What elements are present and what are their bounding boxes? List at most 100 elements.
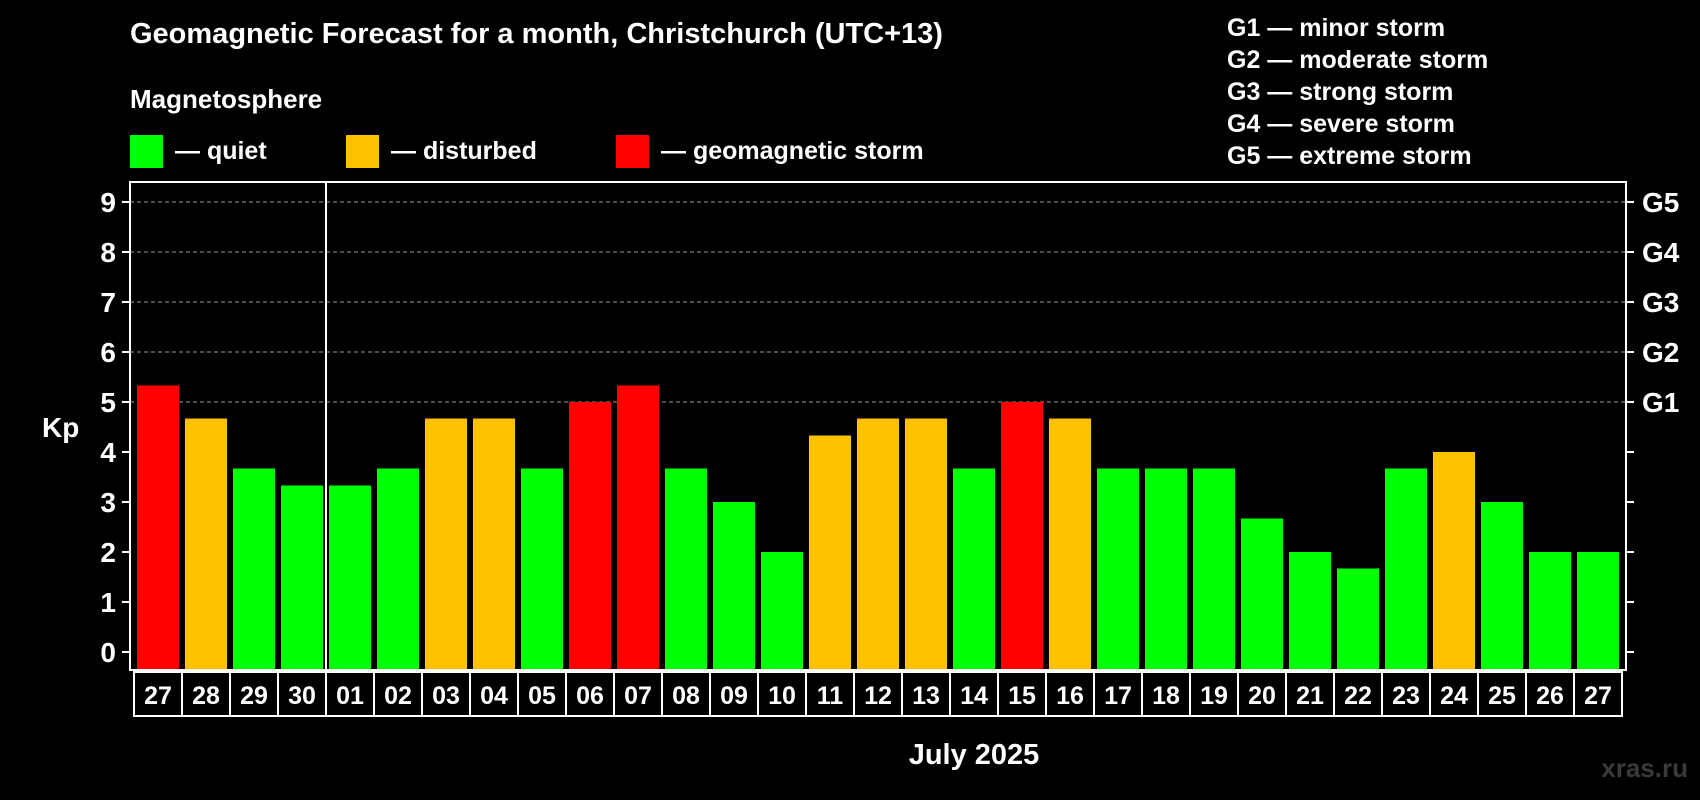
x-tick-label-27: 24 — [1440, 682, 1468, 710]
storm-scale-legend: G1 — minor storm G2 — moderate storm G3 … — [1227, 12, 1488, 172]
legend-subtitle: Magnetosphere — [130, 84, 323, 114]
x-tick-label-24: 21 — [1296, 682, 1324, 710]
bar-8 — [521, 468, 563, 670]
storm-scale-g5: G5 — extreme storm — [1227, 142, 1472, 170]
x-tick-label-28: 25 — [1488, 682, 1516, 710]
storm-scale-g1: G1 — minor storm — [1227, 14, 1446, 42]
y-axis-label: Kp — [42, 412, 79, 443]
bar-18 — [1001, 402, 1043, 670]
y-tick-label-0: 0 — [100, 637, 116, 668]
x-tick-label-4: 01 — [336, 682, 364, 710]
x-tick-label-7: 04 — [480, 682, 508, 710]
bar-2 — [233, 468, 275, 670]
bar-4 — [329, 485, 371, 670]
y-tick-label-1: 1 — [100, 587, 116, 618]
storm-scale-g3: G3 — strong storm — [1227, 78, 1454, 106]
bar-3 — [281, 485, 323, 670]
x-tick-label-17: 14 — [960, 682, 988, 710]
bar-9 — [569, 402, 611, 670]
x-tick-label-19: 16 — [1056, 682, 1084, 710]
bar-25 — [1337, 568, 1379, 670]
bar-6 — [425, 418, 467, 670]
storm-level-label-G1: G1 — [1642, 387, 1679, 418]
x-tick-label-6: 03 — [432, 682, 460, 710]
x-tick-label-11: 08 — [672, 682, 700, 710]
storm-level-label-G3: G3 — [1642, 287, 1679, 318]
x-tick-label-25: 22 — [1344, 682, 1372, 710]
y-tick-label-5: 5 — [100, 387, 116, 418]
x-tick-label-20: 17 — [1104, 682, 1132, 710]
legend-label-quiet: — quiet — [175, 136, 267, 165]
y-tick-label-3: 3 — [100, 487, 116, 518]
y-tick-label-4: 4 — [100, 437, 116, 468]
bar-24 — [1289, 552, 1331, 670]
legend-item-quiet: — quiet — [130, 134, 267, 168]
storm-scale-g2: G2 — moderate storm — [1227, 46, 1489, 74]
storm-level-label-G4: G4 — [1642, 237, 1680, 268]
x-tick-label-13: 10 — [768, 682, 796, 710]
x-label-frame — [133, 671, 1623, 717]
bar-19 — [1049, 418, 1091, 670]
x-tick-label-5: 02 — [384, 682, 412, 710]
x-tick-label-21: 18 — [1152, 682, 1180, 710]
x-tick-label-12: 09 — [720, 682, 748, 710]
x-tick-label-2: 29 — [240, 682, 268, 710]
bar-20 — [1097, 468, 1139, 670]
x-tick-label-9: 06 — [576, 682, 604, 710]
x-tick-label-14: 11 — [817, 682, 844, 710]
y-tick-label-9: 9 — [100, 187, 116, 218]
legend-swatch-quiet — [130, 134, 163, 168]
storm-level-label-G2: G2 — [1642, 337, 1679, 368]
bar-14 — [809, 435, 851, 670]
bar-30 — [1577, 552, 1619, 670]
bar-0 — [137, 385, 179, 670]
x-tick-label-29: 26 — [1536, 682, 1564, 710]
watermark: xras.ru — [1601, 753, 1688, 783]
bar-22 — [1193, 468, 1235, 670]
legend-label-storm: — geomagnetic storm — [661, 136, 924, 165]
bar-29 — [1529, 552, 1571, 670]
storm-scale-g4: G4 — severe storm — [1227, 110, 1455, 138]
bar-23 — [1241, 518, 1283, 670]
x-tick-label-22: 19 — [1200, 682, 1228, 710]
bar-1 — [185, 418, 227, 670]
x-tick-label-26: 23 — [1392, 682, 1420, 710]
bar-27 — [1433, 452, 1475, 670]
bar-13 — [761, 552, 803, 670]
bar-17 — [953, 468, 995, 670]
x-tick-label-1: 28 — [192, 682, 220, 710]
y-tick-label-7: 7 — [100, 287, 116, 318]
x-tick-label-8: 05 — [528, 682, 556, 710]
bar-21 — [1145, 468, 1187, 670]
x-tick-label-15: 12 — [864, 682, 892, 710]
legend-swatch-disturbed — [346, 134, 379, 168]
legend-label-disturbed: — disturbed — [391, 136, 537, 165]
x-tick-label-16: 13 — [912, 682, 940, 710]
x-tick-label-30: 27 — [1584, 682, 1612, 710]
bar-15 — [857, 418, 899, 670]
legend-swatch-storm — [616, 134, 649, 168]
storm-level-label-G5: G5 — [1642, 187, 1679, 218]
bar-26 — [1385, 468, 1427, 670]
x-tick-label-3: 30 — [288, 682, 316, 710]
bar-7 — [473, 418, 515, 670]
x-tick-label-18: 15 — [1008, 682, 1036, 710]
y-tick-label-8: 8 — [100, 237, 116, 268]
bar-16 — [905, 418, 947, 670]
y-tick-label-6: 6 — [100, 337, 116, 368]
legend-item-storm: — geomagnetic storm — [616, 134, 924, 168]
legend-item-disturbed: — disturbed — [346, 134, 537, 168]
bar-5 — [377, 468, 419, 670]
plot-frame — [129, 181, 1627, 671]
chart-title: Geomagnetic Forecast for a month, Christ… — [130, 18, 943, 50]
bar-28 — [1481, 502, 1523, 670]
bar-12 — [713, 502, 755, 670]
x-tick-label-0: 27 — [144, 682, 172, 710]
bar-10 — [617, 385, 659, 670]
x-axis-label: July 2025 — [909, 739, 1040, 771]
bar-11 — [665, 468, 707, 670]
y-tick-label-2: 2 — [100, 537, 116, 568]
x-tick-label-10: 07 — [624, 682, 652, 710]
x-tick-label-23: 20 — [1248, 682, 1276, 710]
